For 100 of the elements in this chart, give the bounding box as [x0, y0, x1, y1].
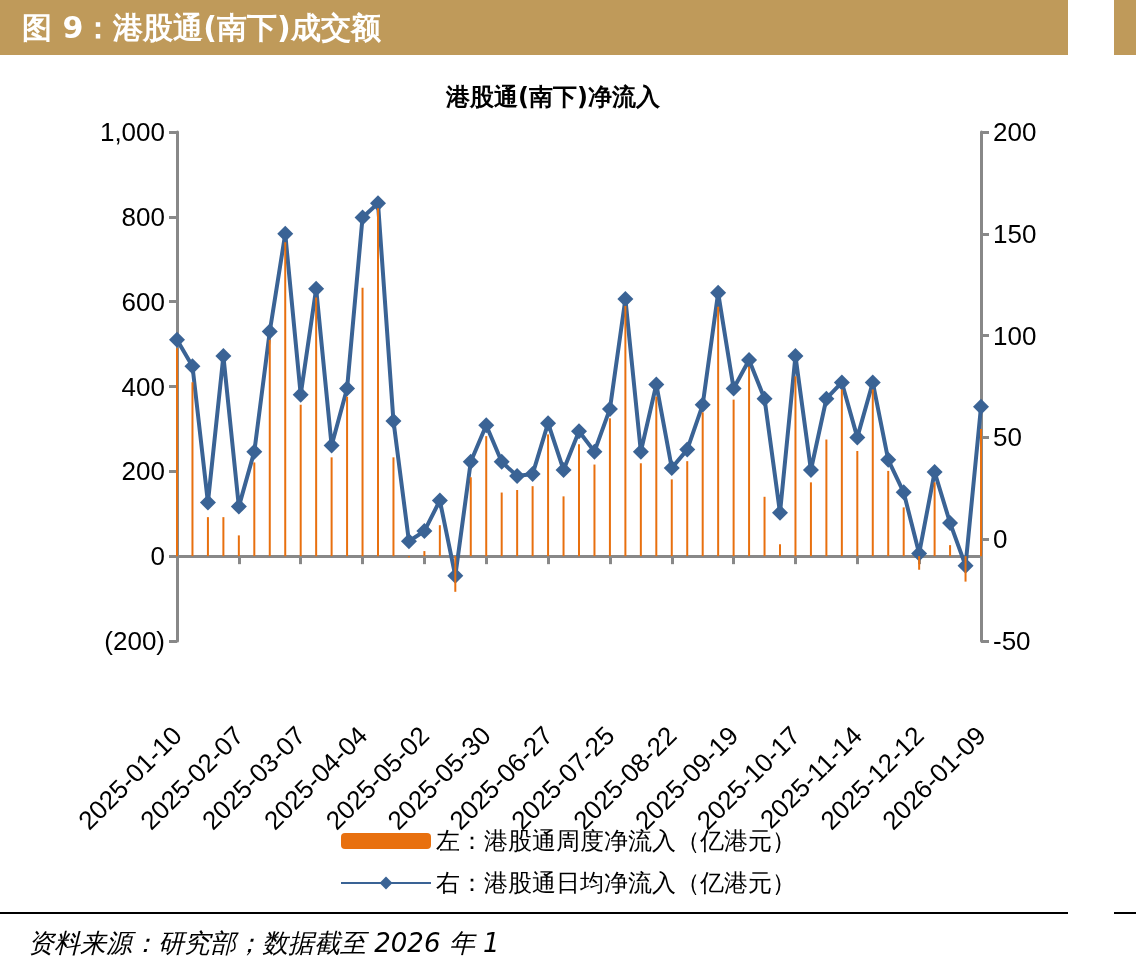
- point: [493, 453, 510, 470]
- point: [849, 429, 866, 446]
- bar: [593, 464, 596, 557]
- bar: [949, 545, 952, 557]
- bar: [268, 339, 271, 557]
- point: [431, 492, 448, 509]
- bar: [732, 399, 735, 557]
- bar: [516, 490, 519, 557]
- point: [725, 380, 742, 397]
- point: [199, 494, 216, 511]
- bar: [423, 551, 426, 557]
- bar: [330, 457, 333, 557]
- bar: [933, 482, 936, 557]
- point: [571, 423, 587, 440]
- bar: [176, 348, 178, 557]
- point: [462, 453, 479, 470]
- bar: [624, 305, 627, 557]
- point: [694, 396, 711, 413]
- point: [555, 461, 572, 478]
- bar: [794, 376, 797, 557]
- point: [400, 533, 417, 550]
- y2-tick-label: 100: [993, 320, 1037, 351]
- point: [973, 398, 989, 415]
- y-tick-label: 400: [121, 371, 165, 402]
- bar: [655, 396, 658, 557]
- point: [601, 400, 618, 417]
- bar: [222, 517, 225, 557]
- bar: [531, 486, 534, 557]
- bar: [469, 477, 472, 557]
- bar: [562, 496, 565, 557]
- bar: [717, 306, 720, 557]
- point: [756, 390, 773, 407]
- point: [478, 417, 495, 434]
- point: [261, 323, 278, 340]
- point: [308, 280, 325, 297]
- y-tick-label: 0: [150, 541, 165, 572]
- point: [277, 225, 294, 242]
- y2-tick-label: -50: [993, 626, 1031, 656]
- y-tick-label: 600: [121, 286, 165, 317]
- bar: [779, 544, 781, 557]
- bar: [980, 428, 982, 557]
- y2-tick-label: 0: [993, 524, 1008, 555]
- point: [339, 380, 356, 397]
- point: [169, 331, 185, 348]
- bar: [809, 482, 812, 557]
- point: [509, 468, 526, 485]
- bar: [701, 412, 704, 557]
- point: [880, 451, 897, 468]
- bar: [748, 366, 751, 557]
- bar: [578, 444, 580, 557]
- bar: [454, 556, 457, 592]
- bar: [902, 507, 905, 557]
- bar: [438, 525, 441, 557]
- point: [184, 358, 201, 375]
- bar: [871, 389, 874, 557]
- bar: [253, 462, 256, 557]
- bar: [284, 242, 287, 557]
- bar: [361, 287, 364, 557]
- point: [942, 514, 959, 531]
- y-tick-label: 1,000: [99, 117, 165, 147]
- point: [524, 466, 541, 483]
- bar: [763, 496, 766, 557]
- point: [787, 347, 804, 364]
- point: [230, 498, 247, 515]
- bar: [670, 479, 673, 557]
- bar: [299, 404, 302, 557]
- point: [586, 443, 603, 460]
- bar: [485, 436, 488, 557]
- point: [540, 415, 557, 432]
- point: [385, 413, 402, 430]
- point: [663, 459, 680, 476]
- point: [246, 443, 263, 460]
- point: [895, 484, 912, 501]
- bar: [825, 439, 828, 557]
- y2-tick-label: 150: [993, 218, 1037, 249]
- y2-tick-label: 50: [993, 422, 1022, 453]
- bar: [918, 556, 921, 570]
- point: [617, 290, 634, 307]
- bar: [608, 418, 611, 557]
- text: 资料来源：研究部；数据截至 2026 年 1: [28, 927, 500, 960]
- bar: [237, 535, 240, 557]
- y-tick-label: 800: [121, 201, 165, 232]
- bar: [547, 434, 550, 557]
- bar: [887, 470, 890, 557]
- point: [679, 441, 696, 458]
- bar: [686, 461, 689, 557]
- y2-tick-label: 200: [993, 117, 1037, 147]
- point: [741, 352, 758, 369]
- bar: [206, 517, 209, 557]
- bar: [191, 382, 194, 557]
- bar: [856, 450, 859, 557]
- bar: [315, 297, 318, 557]
- legend-label: 右：港股通日均净流入（亿港元）: [436, 869, 796, 897]
- point: [215, 347, 232, 364]
- point: [416, 523, 433, 540]
- point: [818, 390, 835, 407]
- point: [833, 374, 850, 391]
- y-tick-label: (200): [104, 626, 165, 656]
- chart-title: 图 9：港股通(南下)成交额: [0, 0, 1068, 55]
- chart-subtitle: 港股通(南下)净流入: [445, 83, 661, 111]
